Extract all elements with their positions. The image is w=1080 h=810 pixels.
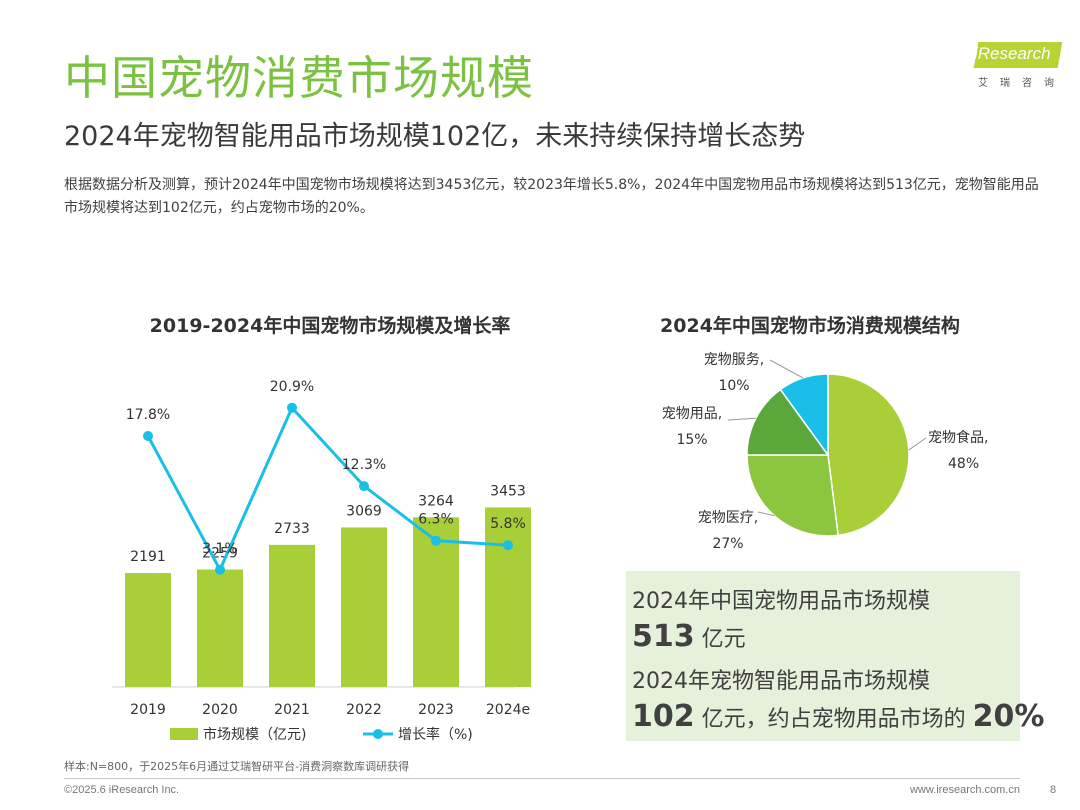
bar xyxy=(341,527,387,687)
pie-slice-value: 15% xyxy=(676,432,707,448)
bar-value-label: 3453 xyxy=(490,483,526,499)
x-tick-label: 2022 xyxy=(346,702,382,718)
bar-value-label: 3069 xyxy=(346,503,382,519)
logo-subtext: 艾瑞咨询 xyxy=(978,78,1066,89)
bar xyxy=(485,507,531,687)
growth-rate-point xyxy=(503,540,513,551)
pie-slice-name: 宠物食品, xyxy=(928,429,988,446)
pie-chart: 宠物食品, 48% 宠物医疗, 27% 宠物用品, 15% 宠物服务, 10% xyxy=(662,352,989,552)
x-tick-label: 2023 xyxy=(418,702,454,718)
sample-note: 样本:N=800，于2025年6月通过艾瑞智研平台-消费洞察数库调研获得 xyxy=(64,760,410,773)
pie-slice-value: 48% xyxy=(948,456,979,472)
pie-slice xyxy=(827,373,910,537)
page-number: 8 xyxy=(1050,784,1057,796)
smart-supplies-text: 亿元，约占宠物用品市场的 xyxy=(694,707,973,732)
pie-leader-line xyxy=(769,359,804,379)
growth-rate-point xyxy=(143,431,153,442)
info-line-pet-supplies-value: 513 亿元 xyxy=(632,619,746,654)
legend-swatch-marker xyxy=(373,729,383,739)
growth-rate-label: 17.8% xyxy=(126,407,170,423)
pie-slice xyxy=(746,454,839,537)
page-subtitle: 2024年宠物智能用品市场规模102亿，未来持续保持增长态势 xyxy=(64,121,806,152)
smart-supplies-value: 102 xyxy=(632,699,695,734)
copyright: ©2025.6 iResearch Inc. xyxy=(64,784,180,796)
pet-supplies-unit: 亿元 xyxy=(694,627,746,652)
website-link[interactable]: www.iresearch.com.cn xyxy=(909,784,1020,796)
info-box: 2024年中国宠物用品市场规模 513 亿元 2024年宠物智能用品市场规模 1… xyxy=(626,571,1044,741)
pie-slice xyxy=(779,373,829,458)
info-line-smart-supplies-value: 102 亿元，约占宠物用品市场的 20% xyxy=(632,699,1044,734)
legend-label-line: 增长率（%) xyxy=(398,726,473,743)
x-tick-label: 2019 xyxy=(130,702,166,718)
footer-divider xyxy=(64,778,1020,779)
growth-rate-label: 5.8% xyxy=(490,516,526,532)
page-title: 中国宠物消费市场规模 xyxy=(64,51,534,105)
growth-rate-point xyxy=(287,402,297,413)
x-tick-label: 2021 xyxy=(274,702,310,718)
logo-text: iResearch xyxy=(974,44,1051,63)
pie-slice xyxy=(746,388,830,456)
growth-rate-point xyxy=(359,481,369,492)
bar xyxy=(125,573,171,687)
pie-leader-line xyxy=(757,511,775,517)
pie-slice-name: 宠物服务, xyxy=(704,352,764,368)
bar xyxy=(269,544,315,687)
growth-rate-line xyxy=(146,405,509,574)
pie-leader-line xyxy=(908,437,927,451)
info-line-pet-supplies-label: 2024年中国宠物用品市场规模 xyxy=(632,589,930,614)
growth-rate-point xyxy=(215,564,225,575)
bar-value-label: 3264 xyxy=(418,493,454,509)
iresearch-logo: iResearch 艾瑞咨询 xyxy=(968,42,1068,90)
bar-chart-title: 2019-2024年中国宠物市场规模及增长率 xyxy=(149,315,511,337)
legend-label-bar: 市场规模（亿元) xyxy=(203,726,306,743)
growth-rate-label: 20.9% xyxy=(270,379,314,395)
pie-slice-value: 27% xyxy=(712,536,743,552)
growth-rate-label: 12.3% xyxy=(342,457,386,473)
growth-rate-label: 3.1% xyxy=(202,541,238,557)
bar-line-chart: 2191201922592020273320213069202232642023… xyxy=(112,379,531,743)
pie-slice-name: 宠物用品, xyxy=(662,406,722,422)
bar-value-label: 2191 xyxy=(130,549,166,565)
legend-swatch-bar xyxy=(170,728,198,740)
pie-slice-name: 宠物医疗, xyxy=(698,510,758,526)
summary-text: 根据数据分析及测算，预计2024年中国宠物市场规模将达到3453亿元，较2023… xyxy=(64,177,1039,216)
info-line-smart-supplies-label: 2024年宠物智能用品市场规模 xyxy=(632,669,930,694)
bar xyxy=(197,569,243,687)
pet-supplies-value: 513 xyxy=(632,619,695,654)
growth-rate-point xyxy=(431,535,441,546)
pie-leader-line xyxy=(727,417,756,421)
growth-rate-label: 6.3% xyxy=(418,512,454,528)
pie-chart-title: 2024年中国宠物市场消费规模结构 xyxy=(660,315,960,337)
smart-supplies-share: 20% xyxy=(972,699,1045,734)
bar-value-label: 2733 xyxy=(274,521,310,537)
x-tick-label: 2020 xyxy=(202,702,238,718)
pie-slice-value: 10% xyxy=(718,378,749,394)
x-tick-label: 2024e xyxy=(486,702,530,718)
